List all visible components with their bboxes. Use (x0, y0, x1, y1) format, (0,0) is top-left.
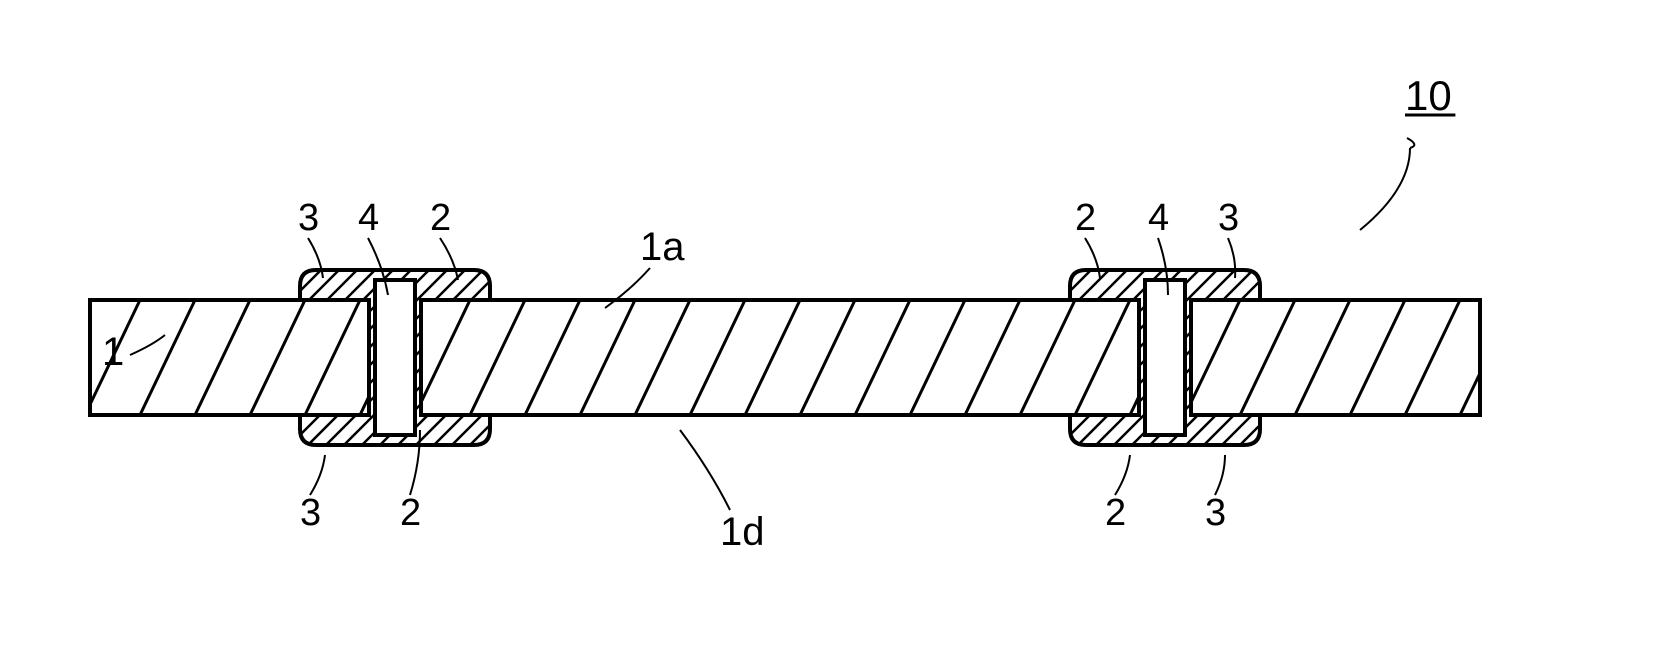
ref-2-br-text: 2 (1105, 492, 1126, 534)
ref-1d-text: 1d (720, 510, 765, 554)
ref-3-tr: 3 (1218, 197, 1239, 278)
ref-3-tl: 3 (298, 197, 323, 278)
ref-3-bl-text: 3 (300, 492, 321, 534)
ref-2-tl-text: 2 (430, 197, 451, 239)
ref-3-tr-text: 3 (1218, 197, 1239, 239)
ref-3-tl-text: 3 (298, 197, 319, 239)
ref-1a-text: 1a (640, 225, 685, 269)
ref-10: 10 (1360, 72, 1455, 230)
ref-10-text: 10 (1405, 72, 1452, 119)
ref-2-bl-text: 2 (400, 492, 421, 534)
ref-1d: 1d (680, 430, 765, 554)
cross-section-diagram: 1011a1d3423224323 (0, 0, 1667, 663)
ref-4-tr-text: 4 (1148, 197, 1169, 239)
substrate (0, 300, 1570, 415)
ref-2-tr: 2 (1075, 197, 1100, 278)
ref-4-tl-text: 4 (358, 197, 379, 239)
ref-2-tl: 2 (430, 197, 458, 280)
ref-3-br: 3 (1205, 455, 1226, 534)
ref-2-tr-text: 2 (1075, 197, 1096, 239)
ref-3-bl: 3 (300, 455, 325, 534)
ref-1a: 1a (605, 225, 685, 308)
ref-1-left-text: 1 (102, 330, 124, 374)
ref-2-br: 2 (1105, 455, 1130, 534)
ref-3-br-text: 3 (1205, 492, 1226, 534)
